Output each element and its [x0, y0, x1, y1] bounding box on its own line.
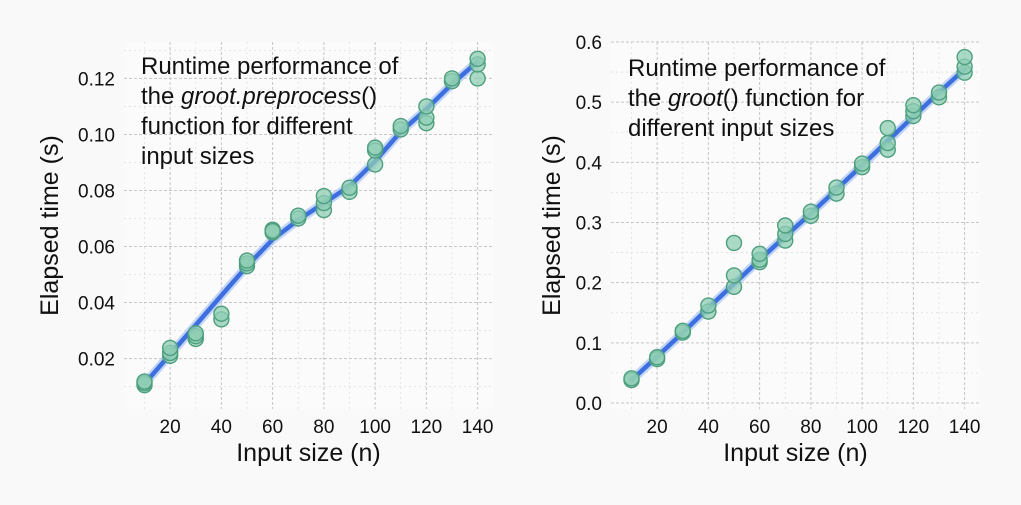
data-point: [213, 305, 230, 322]
x-tick-label: 20: [160, 417, 181, 438]
x-tick-label: 140: [949, 417, 981, 438]
annotation-text: input sizes: [141, 143, 254, 170]
x-tick-label: 40: [211, 417, 232, 438]
data-point: [443, 70, 461, 87]
data-point: [161, 339, 179, 357]
data-point: [751, 245, 768, 262]
data-point: [802, 203, 820, 220]
x-tick-label: 120: [898, 417, 930, 438]
data-point: [264, 222, 281, 240]
data-point: [879, 119, 896, 137]
y-tick-label: 0.06: [78, 238, 115, 259]
annotation-text: the: [628, 85, 668, 112]
y-tick-label: 0.02: [78, 350, 115, 371]
x-tick-label: 60: [749, 417, 770, 438]
annotation-text: Runtime performance of: [141, 53, 399, 80]
data-point: [469, 70, 486, 87]
annotation-text: function for different: [141, 113, 353, 140]
x-tick-label: 100: [846, 417, 878, 438]
data-point: [648, 349, 666, 366]
y-tick-label: 0.3: [576, 213, 602, 234]
x-axis-label: Input size (n): [723, 439, 868, 467]
data-point: [366, 156, 384, 173]
y-tick-label: 0.1: [576, 334, 602, 355]
x-tick-label: 20: [647, 417, 668, 438]
data-point: [136, 373, 153, 390]
x-tick-label: 80: [800, 417, 821, 438]
annotation-text: the: [141, 83, 181, 110]
data-point: [956, 48, 973, 66]
annotation-line: the groot() function for: [628, 85, 864, 112]
y-tick-label: 0.2: [576, 274, 602, 295]
x-tick-label: 140: [462, 417, 494, 438]
x-tick-label: 100: [359, 417, 391, 438]
data-point: [725, 267, 743, 284]
y-tick-label: 0.12: [78, 69, 115, 90]
annotation-line: the groot.preprocess(): [141, 83, 377, 110]
data-point: [392, 117, 409, 135]
data-point: [879, 134, 896, 152]
y-tick-label: 0.10: [78, 125, 115, 146]
data-point: [725, 234, 743, 252]
data-point: [700, 297, 717, 314]
x-tick-label: 80: [313, 417, 334, 438]
y-tick-label: 0.04: [78, 294, 115, 315]
data-point: [290, 207, 307, 224]
annotation-text: (): [361, 83, 377, 110]
data-point: [315, 187, 333, 205]
annotation-text: different input sizes: [628, 115, 834, 142]
y-tick-label: 0.08: [78, 181, 115, 202]
x-tick-label: 60: [262, 417, 283, 438]
chart-groot-runtime: 20 40 60 80 100 120 140 0.0 0.1 0.2 0.3 0.4 0.5 0.6 Ru…: [538, 33, 980, 467]
data-point: [828, 179, 845, 196]
annotation-function-name: groot.preprocess: [181, 83, 361, 110]
y-tick-label: 0.4: [576, 153, 603, 174]
y-axis-label: Elapsed time (s): [538, 135, 566, 316]
data-point: [853, 155, 871, 172]
data-point: [469, 50, 486, 68]
data-point: [187, 325, 204, 342]
annotation-text: Runtime performance of: [628, 55, 886, 82]
data-point: [418, 98, 435, 115]
chart-preprocess-runtime: 20 40 60 80 100 120 140 0.02 0.04 0.06 0.08 0.10 0.1…: [36, 42, 493, 467]
y-tick-label: 0.5: [576, 93, 602, 114]
data-point: [674, 322, 691, 339]
y-tick-label: 0.6: [576, 33, 602, 54]
data-point: [930, 84, 948, 101]
data-point: [905, 96, 922, 114]
data-point: [777, 217, 794, 234]
y-axis-label: Elapsed time (s): [36, 135, 64, 316]
x-tick-label: 40: [698, 417, 719, 438]
annotation-line: input sizes: [141, 143, 254, 170]
annotation-line: different input sizes: [628, 115, 834, 142]
annotation-line: Runtime performance of: [628, 55, 886, 82]
annotation-text: () function for: [723, 85, 864, 112]
data-point: [366, 139, 384, 156]
data-point: [623, 370, 640, 387]
x-axis-label: Input size (n): [236, 439, 381, 467]
x-tick-label: 120: [411, 417, 443, 438]
data-point: [238, 252, 256, 269]
annotation-line: function for different: [141, 113, 353, 140]
annotation-line: Runtime performance of: [141, 53, 399, 80]
y-tick-label: 0.0: [576, 394, 602, 415]
annotation-function-name: groot: [668, 85, 724, 112]
data-point: [341, 179, 358, 196]
